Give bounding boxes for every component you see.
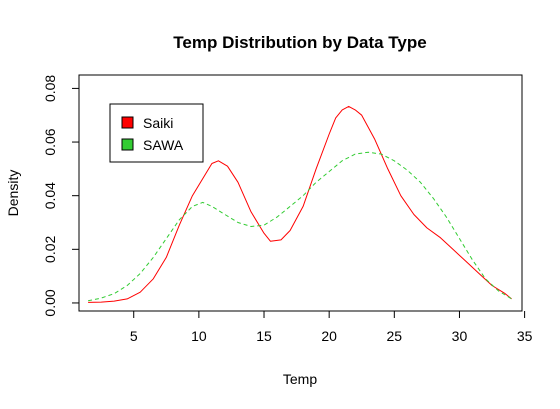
x-tick-label-4: 25 [387, 328, 403, 344]
series-line-saiki [88, 105, 512, 303]
x-tick-label-2: 15 [256, 328, 272, 344]
legend-box [109, 103, 204, 163]
legend-swatch-saiki [121, 116, 134, 129]
x-axis: 5 10 15 20 25 30 35 [130, 311, 533, 344]
x-tick-label-1: 10 [191, 328, 207, 344]
x-tick-label-0: 5 [130, 328, 138, 344]
y-tick-label-4: 0.08 [42, 75, 58, 102]
y-axis-label: Density [5, 170, 21, 217]
y-tick-label-0: 0.00 [42, 289, 58, 316]
y-tick-label-1: 0.02 [42, 235, 58, 262]
x-tick-label-6: 35 [517, 328, 533, 344]
legend: Saiki SAWA [109, 103, 204, 163]
legend-label-saiki: Saiki [143, 115, 173, 131]
series-line-sawa [87, 151, 512, 302]
series-layer [87, 105, 512, 303]
legend-label-sawa: SAWA [143, 137, 184, 153]
x-tick-label-5: 30 [452, 328, 468, 344]
x-tick-label-3: 20 [321, 328, 337, 344]
legend-swatch-sawa [121, 138, 134, 151]
y-tick-label-2: 0.04 [42, 182, 58, 209]
y-tick-label-3: 0.06 [42, 128, 58, 155]
chart-title: Temp Distribution by Data Type [173, 33, 426, 52]
x-axis-label: Temp [283, 371, 317, 387]
plot-frame [78, 74, 523, 312]
y-axis: 0.00 0.02 0.04 0.06 0.08 [42, 75, 79, 317]
